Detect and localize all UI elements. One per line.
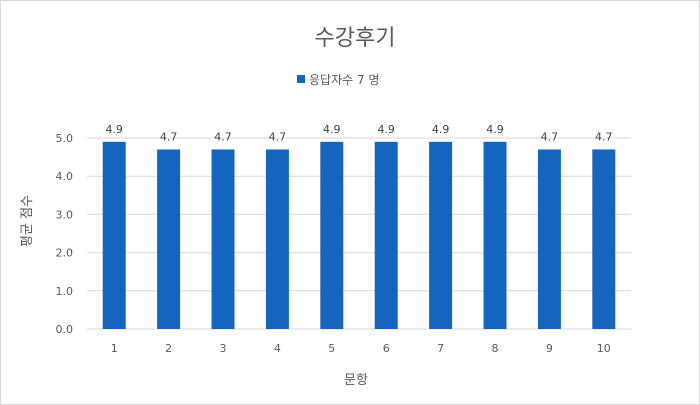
x-tick-label-4: 4 — [274, 342, 281, 355]
x-tick-label-10: 10 — [597, 342, 611, 355]
legend-label: 응답자수 7 명 — [309, 73, 379, 87]
data-label-3: 4.7 — [214, 130, 232, 143]
bars — [102, 141, 616, 329]
x-tick-label-9: 9 — [546, 342, 553, 355]
bar-5 — [320, 141, 344, 329]
y-tick-label: 2.0 — [56, 247, 74, 260]
legend: 응답자수 7 명 — [297, 73, 379, 87]
bar-8 — [483, 141, 507, 329]
data-label-9: 4.7 — [541, 130, 559, 143]
y-axis-title: 평균 점수 — [20, 195, 35, 247]
data-label-10: 4.7 — [595, 130, 613, 143]
bar-2 — [157, 149, 181, 329]
x-tick-label-6: 6 — [383, 342, 390, 355]
bar-9 — [537, 149, 561, 329]
data-label-5: 4.9 — [323, 123, 341, 136]
bar-1 — [102, 141, 126, 329]
y-tick-label: 4.0 — [56, 170, 74, 183]
x-axis-title: 문항 — [344, 373, 368, 388]
data-labels: 4.9 4.7 4.7 4.7 4.9 4.9 4.9 4.9 4.7 4.7 — [105, 123, 612, 144]
y-tick-label: 5.0 — [56, 132, 74, 145]
y-axis-ticks: 0.0 1.0 2.0 3.0 4.0 5.0 — [56, 132, 74, 336]
x-tick-label-5: 5 — [328, 342, 335, 355]
x-tick-label-2: 2 — [165, 342, 172, 355]
bar-3 — [211, 149, 235, 329]
y-tick-label: 1.0 — [56, 285, 74, 298]
bar-4 — [265, 149, 289, 329]
data-label-8: 4.9 — [486, 123, 504, 136]
x-tick-label-1: 1 — [111, 342, 118, 355]
chart-title: 수강후기 — [315, 26, 396, 51]
y-tick-label: 3.0 — [56, 208, 74, 221]
bar-6 — [374, 141, 398, 329]
data-label-6: 4.9 — [377, 123, 395, 136]
data-label-1: 4.9 — [105, 123, 123, 136]
y-tick-label: 0.0 — [56, 323, 74, 336]
x-tick-label-8: 8 — [492, 342, 499, 355]
data-label-4: 4.7 — [269, 130, 287, 143]
data-label-2: 4.7 — [160, 130, 178, 143]
bar-10 — [592, 149, 616, 329]
data-label-7: 4.9 — [432, 123, 450, 136]
x-tick-label-7: 7 — [437, 342, 444, 355]
bar-7 — [429, 141, 453, 329]
x-axis-ticks: 1 2 3 4 5 6 7 8 9 10 — [111, 342, 611, 355]
x-tick-label-3: 3 — [220, 342, 227, 355]
legend-swatch — [297, 75, 305, 83]
